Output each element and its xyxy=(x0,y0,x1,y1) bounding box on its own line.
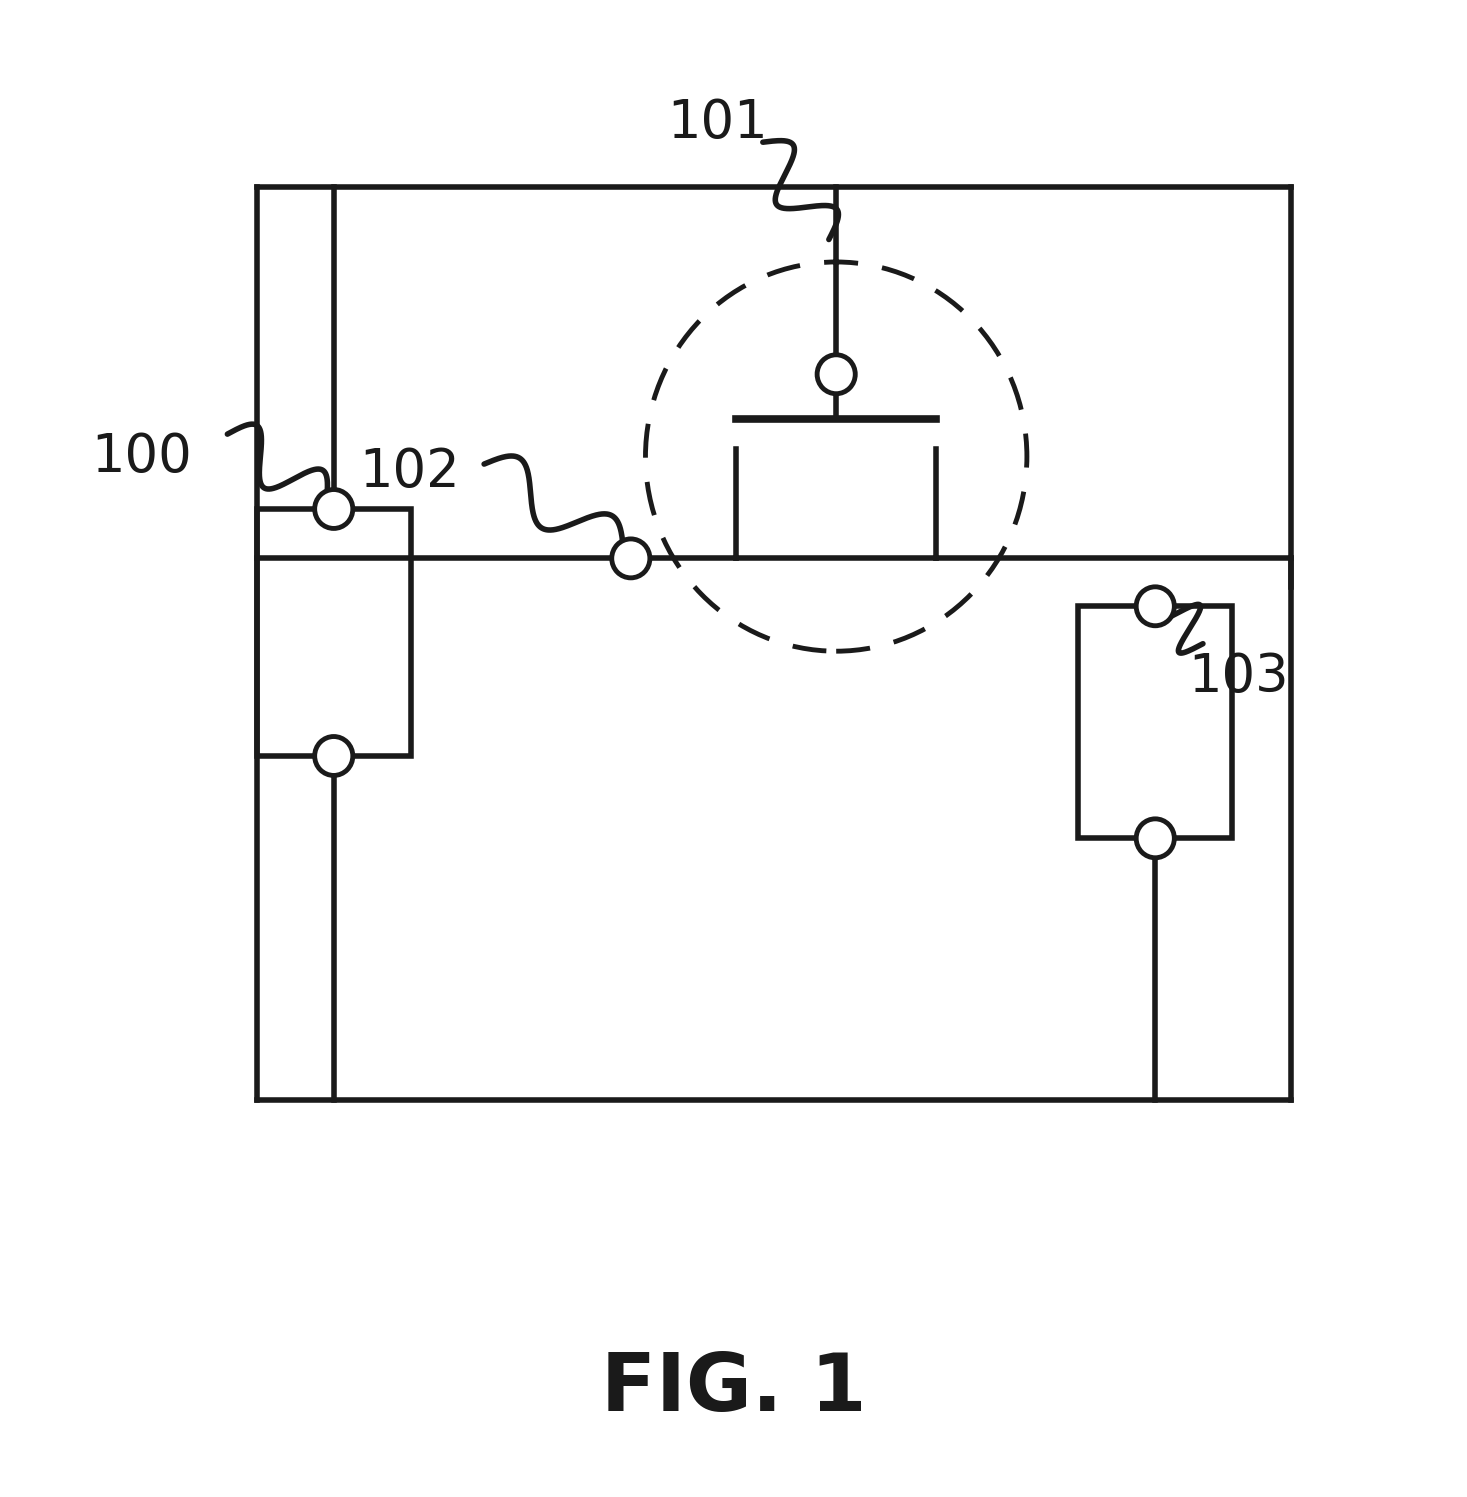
Bar xyxy=(1078,606,1232,838)
Circle shape xyxy=(1137,819,1174,858)
Circle shape xyxy=(817,355,855,394)
Text: 103: 103 xyxy=(1188,651,1289,702)
Text: 100: 100 xyxy=(91,431,192,482)
Text: FIG. 1: FIG. 1 xyxy=(601,1350,866,1428)
Circle shape xyxy=(315,490,352,528)
Circle shape xyxy=(612,539,650,578)
Circle shape xyxy=(315,737,352,775)
Bar xyxy=(257,509,411,756)
Text: 102: 102 xyxy=(359,446,461,497)
Circle shape xyxy=(1137,587,1174,626)
Text: 101: 101 xyxy=(667,97,769,148)
